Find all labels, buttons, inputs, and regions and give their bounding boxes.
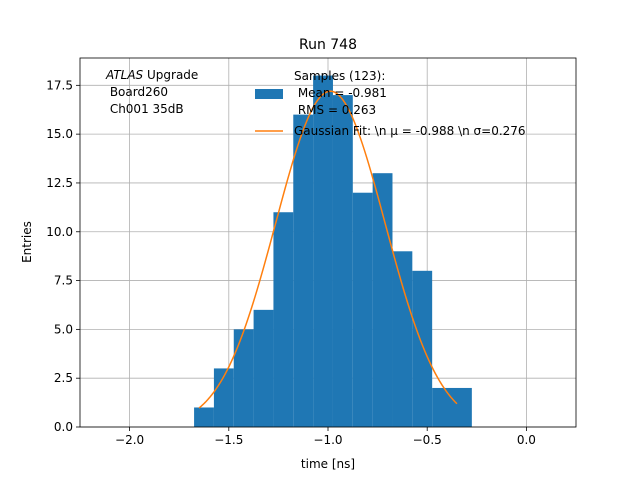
x-tick-label: −2.0 [115,433,144,447]
x-tick-label: −0.5 [413,433,442,447]
histogram-bar [253,309,274,427]
y-tick-label: 10.0 [46,225,73,239]
histogram-bar [233,329,254,427]
y-tick-label: 2.5 [54,371,73,385]
histogram-bar [293,114,314,427]
x-tick-label: −1.0 [313,433,342,447]
histogram-bar [213,368,234,427]
histogram-bar [313,75,333,428]
x-axis-label: time [ns] [301,457,355,471]
x-axis-ticks: −2.0 −1.5 −1.0 −0.5 0.0 [115,427,536,447]
annotation-rest: Upgrade [143,68,198,82]
legend-samples-line-1: Samples (123): [294,69,385,83]
legend-samples-line-3: RMS = 0.263 [294,103,376,117]
histogram-bars [194,75,472,428]
annotation-line-1: ATLAS Upgrade [105,68,198,82]
y-tick-label: 7.5 [54,274,73,288]
y-axis-label: Entries [20,221,34,263]
annotation-line-3: Ch001 35dB [106,102,184,116]
y-axis-ticks: 0.0 2.5 5.0 7.5 10.0 12.5 15.0 17.5 [46,78,80,434]
histogram-bar [432,387,452,427]
histogram-bar [452,387,472,427]
histogram-bar [352,192,373,427]
legend-swatch-samples [255,89,283,99]
gaussian-fit-line [198,90,458,409]
legend-samples-line-2: Mean = -0.981 [294,86,387,100]
gaussian-fit [198,90,458,409]
y-tick-label: 5.0 [54,322,73,336]
annotation-italic: ATLAS [105,68,144,82]
legend: Samples (123): Mean = -0.981 RMS = 0.263… [255,69,526,138]
histogram-bar [194,407,214,427]
histogram-bar [332,95,353,427]
annotation-line-2: Board260 [106,85,168,99]
histogram-bar [392,251,413,427]
histogram-bar [273,212,294,427]
histogram-bar [412,270,433,427]
annotation-block: ATLAS Upgrade Board260 Ch001 35dB [105,68,198,116]
y-tick-label: 0.0 [54,420,73,434]
y-tick-label: 12.5 [46,176,73,190]
chart-title: Run 748 [299,37,357,53]
y-tick-label: 15.0 [46,127,73,141]
x-tick-label: −1.5 [214,433,243,447]
histogram-bar [372,173,393,427]
legend-fit-label: Gaussian Fit: \n μ = -0.988 \n σ=0.276 [294,124,526,138]
x-tick-label: 0.0 [517,433,536,447]
y-tick-label: 17.5 [46,78,73,92]
